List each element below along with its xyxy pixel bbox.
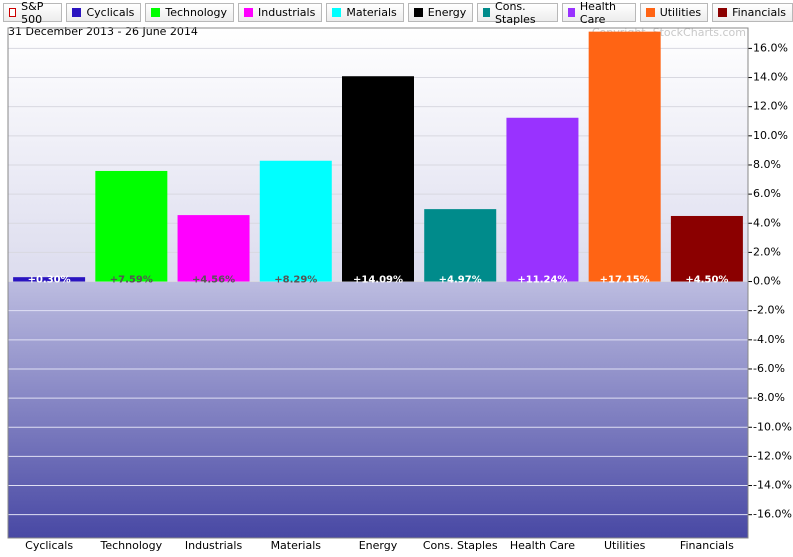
bar	[259, 160, 332, 282]
value-label: +8.29%	[274, 275, 317, 286]
legend-item[interactable]: Industrials	[238, 3, 323, 22]
bar	[177, 215, 250, 282]
y-tick-label: 10.0%	[753, 129, 788, 142]
legend-swatch	[413, 8, 423, 17]
y-tick-label: -16.0%	[753, 508, 792, 521]
y-tick-label: -14.0%	[753, 479, 792, 492]
x-tick-label: Technology	[100, 539, 163, 552]
value-label: +4.97%	[439, 275, 482, 286]
y-tick-label: 2.0%	[753, 245, 781, 258]
legend-swatch	[568, 8, 575, 17]
legend: S&P 500 Cyclicals Technology Industrials Mat…	[3, 0, 793, 26]
legend-label: Cons. Staples	[495, 0, 536, 26]
legend-label: Utilities	[659, 6, 702, 19]
x-tick-label: Energy	[359, 539, 398, 552]
bar	[670, 215, 743, 282]
value-label: +0.30%	[28, 275, 71, 286]
legend-swatch	[332, 8, 342, 17]
y-tick-label: 16.0%	[753, 41, 788, 54]
x-tick-label: Health Care	[510, 539, 575, 552]
legend-item[interactable]: Energy	[407, 3, 474, 22]
legend-label: Energy	[427, 6, 467, 19]
value-label: +14.09%	[353, 275, 403, 286]
legend-label: Materials	[346, 6, 397, 19]
legend-item[interactable]: Cons. Staples	[477, 0, 559, 26]
x-tick-label: Cons. Staples	[423, 539, 498, 552]
y-tick-label: -12.0%	[753, 449, 792, 462]
legend-swatch	[244, 8, 254, 17]
legend-swatch	[72, 8, 82, 17]
x-tick-label: Cyclicals	[25, 539, 73, 552]
y-tick-label: -4.0%	[753, 333, 785, 346]
y-tick-label: -2.0%	[753, 304, 785, 317]
y-tick-label: 14.0%	[753, 71, 788, 84]
x-tick-label: Materials	[271, 539, 322, 552]
legend-label: Health Care	[579, 0, 617, 26]
value-label: +17.15%	[600, 275, 650, 286]
y-tick-label: 4.0%	[753, 216, 781, 229]
plot-bg-negative	[8, 281, 748, 538]
x-tick-label: Industrials	[185, 539, 243, 552]
legend-label: Industrials	[258, 6, 316, 19]
legend-swatch	[151, 8, 161, 17]
plot-frame	[7, 27, 749, 539]
legend-item[interactable]: Utilities	[639, 3, 709, 22]
legend-item[interactable]: Health Care	[562, 0, 636, 26]
y-tick-label: 8.0%	[753, 158, 781, 171]
bar	[95, 170, 168, 282]
y-tick-label: -10.0%	[753, 420, 792, 433]
x-tick-label: Utilities	[604, 539, 646, 552]
y-tick-label: -8.0%	[753, 391, 785, 404]
x-tick-label: Financials	[680, 539, 734, 552]
bar	[13, 277, 86, 282]
subtitle: 31 December 2013 - 26 June 2014	[8, 25, 198, 38]
legend-item[interactable]: Materials	[326, 3, 404, 22]
value-label: +11.24%	[517, 275, 567, 286]
legend-swatch	[645, 8, 655, 17]
legend-item[interactable]: Technology	[145, 3, 235, 22]
value-label: +4.56%	[192, 275, 235, 286]
value-label: +7.59%	[110, 275, 153, 286]
legend-label: Technology	[165, 6, 228, 19]
bar	[506, 117, 579, 282]
bar	[342, 76, 414, 282]
y-tick-label: 6.0%	[753, 187, 781, 200]
legend-label: S&P 500	[21, 0, 44, 26]
legend-swatch	[483, 8, 491, 17]
y-tick-label: 0.0%	[753, 275, 781, 288]
legend-item[interactable]: Cyclicals	[66, 3, 142, 22]
bar	[424, 209, 497, 282]
legend-item[interactable]: Financials	[712, 3, 793, 22]
legend-item[interactable]: S&P 500	[3, 0, 63, 26]
bar	[588, 31, 661, 282]
legend-swatch	[9, 8, 17, 17]
y-tick-label: -6.0%	[753, 362, 785, 375]
legend-label: Financials	[732, 6, 786, 19]
value-label: +4.50%	[685, 275, 728, 286]
legend-label: Cyclicals	[86, 6, 135, 19]
legend-swatch	[718, 8, 728, 17]
y-tick-label: 12.0%	[753, 100, 788, 113]
